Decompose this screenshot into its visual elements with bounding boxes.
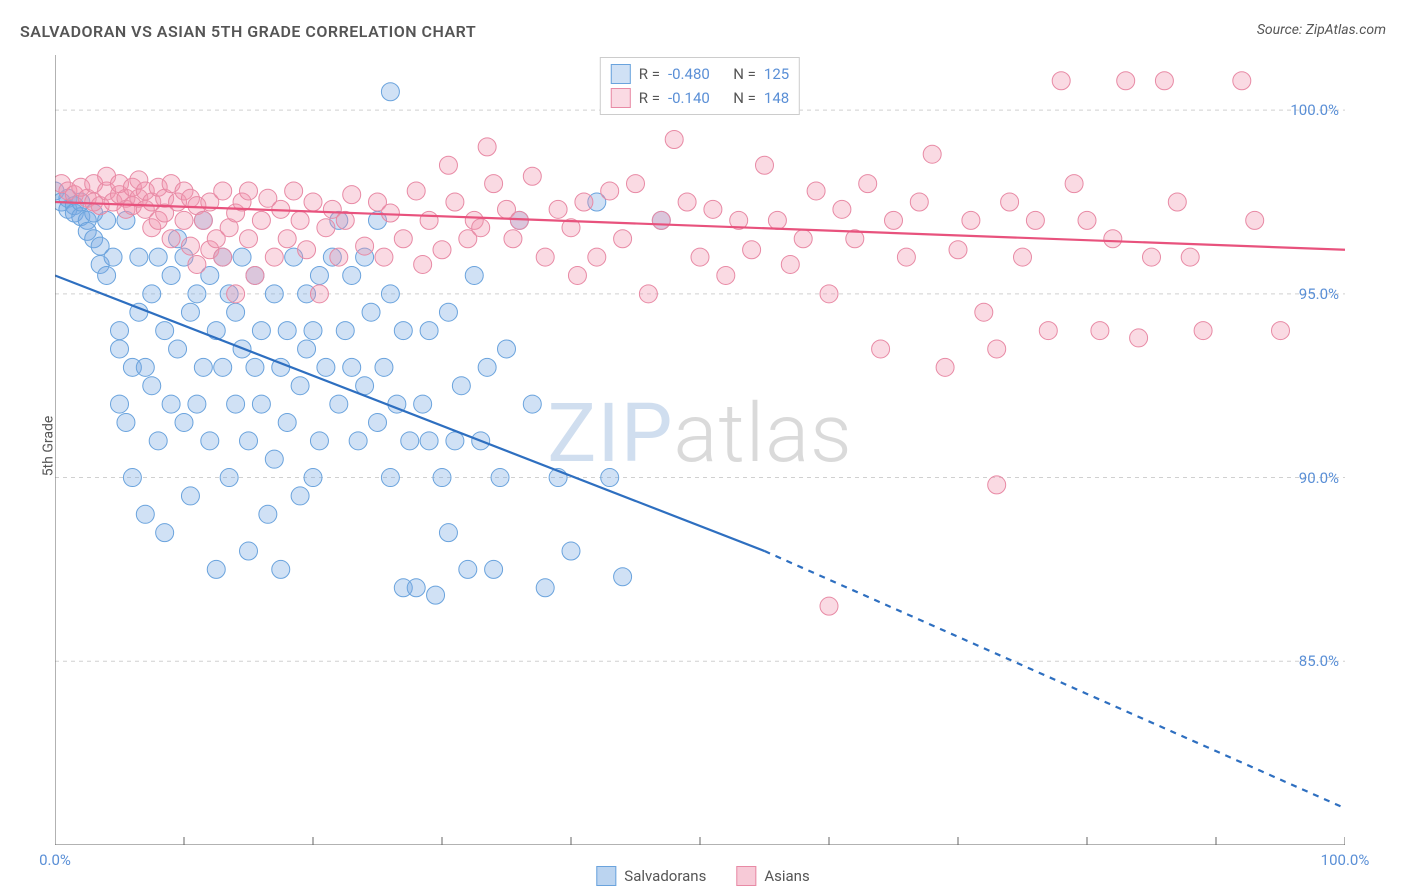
r-value-1: -0.140 bbox=[668, 86, 710, 110]
legend-swatch-salvadorans bbox=[611, 64, 631, 84]
source-label: Source: ZipAtlas.com bbox=[1257, 22, 1386, 38]
bottom-legend: Salvadorans Asians bbox=[596, 866, 809, 886]
xtick-label: 100.0% bbox=[1321, 851, 1370, 869]
n-value-0: 125 bbox=[764, 62, 789, 86]
ytick-label: 100.0% bbox=[1290, 101, 1339, 119]
y-axis-label: 5th Grade bbox=[40, 416, 56, 477]
n-value-1: 148 bbox=[764, 86, 789, 110]
stats-row-salvadorans: R = -0.480 N = 125 bbox=[611, 62, 789, 86]
stats-legend-box: R = -0.480 N = 125 R = -0.140 N = 148 bbox=[600, 57, 800, 115]
xtick-label: 0.0% bbox=[39, 851, 71, 869]
r-value-0: -0.480 bbox=[668, 62, 710, 86]
ytick-label: 95.0% bbox=[1299, 285, 1339, 303]
legend-swatch-icon bbox=[596, 866, 616, 886]
legend-item-salvadorans: Salvadorans bbox=[596, 866, 706, 886]
plot-area: ZIPatlas R = -0.480 N = 125 R = -0.140 N… bbox=[55, 55, 1345, 845]
stats-row-asians: R = -0.140 N = 148 bbox=[611, 86, 789, 110]
legend-label-1: Asians bbox=[764, 867, 809, 885]
chart-title: SALVADORAN VS ASIAN 5TH GRADE CORRELATIO… bbox=[20, 22, 476, 41]
r-label-1: R = bbox=[639, 86, 660, 110]
scatter-svg bbox=[55, 55, 1345, 845]
ytick-label: 90.0% bbox=[1299, 469, 1339, 487]
legend-swatch-icon bbox=[736, 866, 756, 886]
r-label-0: R = bbox=[639, 62, 660, 86]
legend-swatch-asians bbox=[611, 88, 631, 108]
n-label-0: N = bbox=[733, 62, 756, 86]
legend-label-0: Salvadorans bbox=[624, 867, 706, 885]
legend-item-asians: Asians bbox=[736, 866, 809, 886]
ytick-label: 85.0% bbox=[1299, 652, 1339, 670]
n-label-1: N = bbox=[733, 86, 756, 110]
